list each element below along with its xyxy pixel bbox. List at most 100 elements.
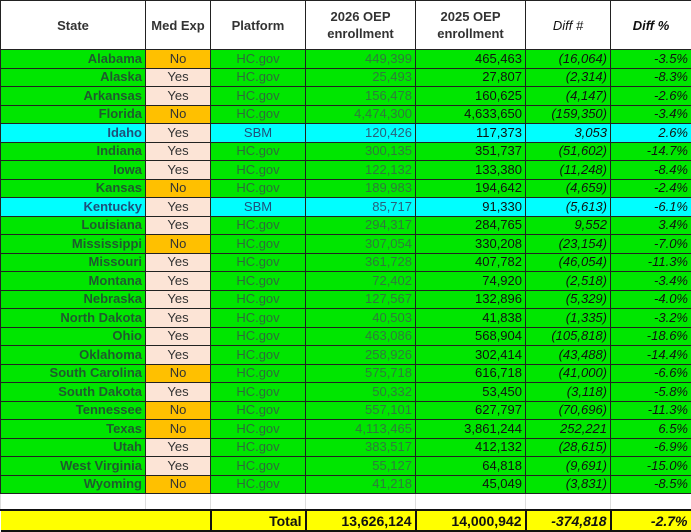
total-diff-pct[interactable]: -2.7% (611, 510, 691, 531)
state-cell[interactable]: Ohio (1, 327, 146, 346)
header-platform[interactable]: Platform (211, 1, 306, 50)
diff-pct-cell[interactable]: -7.0% (611, 235, 691, 254)
diff-pct-cell[interactable]: -14.4% (611, 346, 691, 365)
diff-pct-cell[interactable]: -11.3% (611, 253, 691, 272)
oep-2026-cell[interactable]: 122,132 (306, 161, 416, 180)
diff-num-cell[interactable]: (3,118) (526, 383, 611, 402)
state-cell[interactable]: Iowa (1, 161, 146, 180)
med-exp-cell[interactable]: No (146, 105, 211, 124)
med-exp-cell[interactable]: Yes (146, 142, 211, 161)
med-exp-cell[interactable]: No (146, 50, 211, 69)
med-exp-cell[interactable]: Yes (146, 290, 211, 309)
platform-cell[interactable]: HC.gov (211, 235, 306, 254)
diff-num-cell[interactable]: (16,064) (526, 50, 611, 69)
diff-pct-cell[interactable]: -3.4% (611, 272, 691, 291)
platform-cell[interactable]: HC.gov (211, 161, 306, 180)
platform-cell[interactable]: HC.gov (211, 216, 306, 235)
diff-num-cell[interactable]: (5,329) (526, 290, 611, 309)
med-exp-cell[interactable]: Yes (146, 216, 211, 235)
oep-2025-cell[interactable]: 412,132 (416, 438, 526, 457)
diff-num-cell[interactable]: (4,147) (526, 87, 611, 106)
diff-pct-cell[interactable]: -8.3% (611, 68, 691, 87)
header-2026[interactable]: 2026 OEP enrollment (306, 1, 416, 50)
header-med-exp[interactable]: Med Exp (146, 1, 211, 50)
diff-num-cell[interactable]: (28,615) (526, 438, 611, 457)
med-exp-cell[interactable]: Yes (146, 87, 211, 106)
oep-2026-cell[interactable]: 50,332 (306, 383, 416, 402)
state-cell[interactable]: Idaho (1, 124, 146, 143)
empty-cell[interactable] (416, 494, 526, 511)
header-2025[interactable]: 2025 OEP enrollment (416, 1, 526, 50)
header-diff-num[interactable]: Diff # (526, 1, 611, 50)
oep-2026-cell[interactable]: 40,503 (306, 309, 416, 328)
oep-2025-cell[interactable]: 64,818 (416, 457, 526, 476)
diff-pct-cell[interactable]: -6.6% (611, 364, 691, 383)
oep-2025-cell[interactable]: 465,463 (416, 50, 526, 69)
oep-2026-cell[interactable]: 85,717 (306, 198, 416, 217)
diff-num-cell[interactable]: (159,350) (526, 105, 611, 124)
diff-num-cell[interactable]: 9,552 (526, 216, 611, 235)
med-exp-cell[interactable]: Yes (146, 309, 211, 328)
oep-2026-cell[interactable]: 120,426 (306, 124, 416, 143)
oep-2025-cell[interactable]: 3,861,244 (416, 420, 526, 439)
med-exp-cell[interactable]: Yes (146, 198, 211, 217)
diff-num-cell[interactable]: (2,314) (526, 68, 611, 87)
diff-pct-cell[interactable]: 6.5% (611, 420, 691, 439)
diff-num-cell[interactable]: (1,335) (526, 309, 611, 328)
diff-num-cell[interactable]: (5,613) (526, 198, 611, 217)
oep-2026-cell[interactable]: 4,113,465 (306, 420, 416, 439)
med-exp-cell[interactable]: Yes (146, 327, 211, 346)
platform-cell[interactable]: SBM (211, 124, 306, 143)
empty-cell[interactable] (146, 494, 211, 511)
state-cell[interactable]: South Dakota (1, 383, 146, 402)
oep-2025-cell[interactable]: 53,450 (416, 383, 526, 402)
state-cell[interactable]: Kentucky (1, 198, 146, 217)
diff-num-cell[interactable]: 252,221 (526, 420, 611, 439)
state-cell[interactable]: Wyoming (1, 475, 146, 494)
oep-2026-cell[interactable]: 300,135 (306, 142, 416, 161)
med-exp-cell[interactable]: Yes (146, 68, 211, 87)
platform-cell[interactable]: HC.gov (211, 401, 306, 420)
diff-pct-cell[interactable]: -18.6% (611, 327, 691, 346)
oep-2026-cell[interactable]: 4,474,300 (306, 105, 416, 124)
platform-cell[interactable]: HC.gov (211, 364, 306, 383)
diff-num-cell[interactable]: (70,696) (526, 401, 611, 420)
oep-2025-cell[interactable]: 407,782 (416, 253, 526, 272)
empty-cell[interactable] (1, 510, 211, 531)
state-cell[interactable]: Montana (1, 272, 146, 291)
state-cell[interactable]: Utah (1, 438, 146, 457)
diff-pct-cell[interactable]: -3.4% (611, 105, 691, 124)
oep-2026-cell[interactable]: 449,399 (306, 50, 416, 69)
oep-2025-cell[interactable]: 627,797 (416, 401, 526, 420)
platform-cell[interactable]: HC.gov (211, 105, 306, 124)
platform-cell[interactable]: HC.gov (211, 290, 306, 309)
diff-pct-cell[interactable]: -5.8% (611, 383, 691, 402)
state-cell[interactable]: Missouri (1, 253, 146, 272)
platform-cell[interactable]: HC.gov (211, 327, 306, 346)
diff-num-cell[interactable]: (23,154) (526, 235, 611, 254)
diff-pct-cell[interactable]: -11.3% (611, 401, 691, 420)
med-exp-cell[interactable]: No (146, 420, 211, 439)
state-cell[interactable]: Alabama (1, 50, 146, 69)
diff-num-cell[interactable]: 3,053 (526, 124, 611, 143)
empty-cell[interactable] (611, 494, 691, 511)
diff-pct-cell[interactable]: -2.4% (611, 179, 691, 198)
state-cell[interactable]: Arkansas (1, 87, 146, 106)
diff-pct-cell[interactable]: 2.6% (611, 124, 691, 143)
oep-2026-cell[interactable]: 575,718 (306, 364, 416, 383)
oep-2025-cell[interactable]: 351,737 (416, 142, 526, 161)
oep-2026-cell[interactable]: 463,086 (306, 327, 416, 346)
empty-cell[interactable] (1, 494, 146, 511)
platform-cell[interactable]: HC.gov (211, 142, 306, 161)
diff-num-cell[interactable]: (105,818) (526, 327, 611, 346)
platform-cell[interactable]: HC.gov (211, 272, 306, 291)
state-cell[interactable]: Kansas (1, 179, 146, 198)
platform-cell[interactable]: HC.gov (211, 346, 306, 365)
diff-num-cell[interactable]: (2,518) (526, 272, 611, 291)
diff-num-cell[interactable]: (11,248) (526, 161, 611, 180)
platform-cell[interactable]: SBM (211, 198, 306, 217)
oep-2025-cell[interactable]: 27,807 (416, 68, 526, 87)
oep-2026-cell[interactable]: 189,983 (306, 179, 416, 198)
diff-pct-cell[interactable]: -3.5% (611, 50, 691, 69)
diff-num-cell[interactable]: (3,831) (526, 475, 611, 494)
